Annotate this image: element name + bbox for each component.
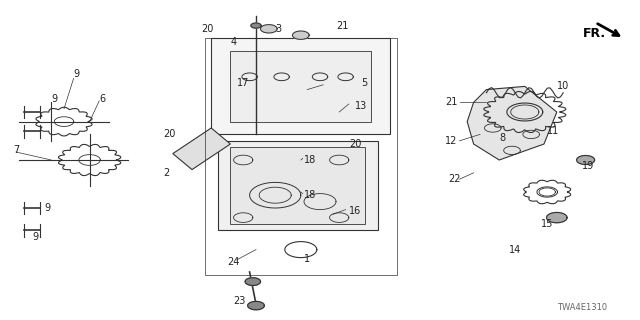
Text: 16: 16: [349, 206, 361, 216]
Text: 18: 18: [304, 155, 316, 165]
Polygon shape: [260, 25, 277, 33]
Text: 3: 3: [275, 24, 282, 34]
Text: 22: 22: [448, 174, 461, 184]
Polygon shape: [577, 156, 595, 164]
Text: 14: 14: [509, 244, 521, 255]
Text: FR.: FR.: [582, 27, 605, 40]
Text: TWA4E1310: TWA4E1310: [557, 303, 607, 312]
Text: 21: 21: [336, 20, 348, 31]
Text: 12: 12: [445, 136, 457, 146]
Text: 20: 20: [163, 129, 175, 140]
Text: 9: 9: [74, 68, 80, 79]
Polygon shape: [547, 212, 567, 223]
Text: 11: 11: [547, 126, 559, 136]
Polygon shape: [245, 278, 260, 285]
Bar: [230, 51, 371, 122]
Text: 6: 6: [99, 94, 106, 104]
Polygon shape: [292, 31, 309, 39]
Text: 17: 17: [237, 78, 249, 88]
Bar: [205, 38, 397, 275]
Text: 8: 8: [499, 132, 506, 143]
Text: 19: 19: [582, 161, 595, 172]
Polygon shape: [467, 86, 557, 160]
Bar: [230, 147, 365, 224]
Text: 23: 23: [234, 296, 246, 306]
Text: 20: 20: [202, 24, 214, 34]
Text: 1: 1: [304, 254, 310, 264]
Text: 13: 13: [355, 100, 367, 111]
Text: 15: 15: [541, 219, 553, 229]
Polygon shape: [173, 128, 230, 170]
Text: 2: 2: [163, 168, 170, 178]
Bar: [211, 38, 390, 134]
Text: 10: 10: [557, 81, 569, 92]
Text: 9: 9: [45, 203, 51, 213]
Bar: [218, 141, 378, 230]
Text: 24: 24: [227, 257, 239, 268]
Text: 9: 9: [51, 94, 58, 104]
Text: 5: 5: [362, 78, 368, 88]
Text: 21: 21: [445, 97, 457, 108]
Text: 4: 4: [230, 36, 237, 47]
Polygon shape: [251, 23, 261, 28]
Text: 9: 9: [32, 232, 38, 242]
Text: 20: 20: [349, 139, 361, 149]
Text: 7: 7: [13, 145, 19, 156]
Text: 18: 18: [304, 190, 316, 200]
Polygon shape: [248, 301, 264, 310]
